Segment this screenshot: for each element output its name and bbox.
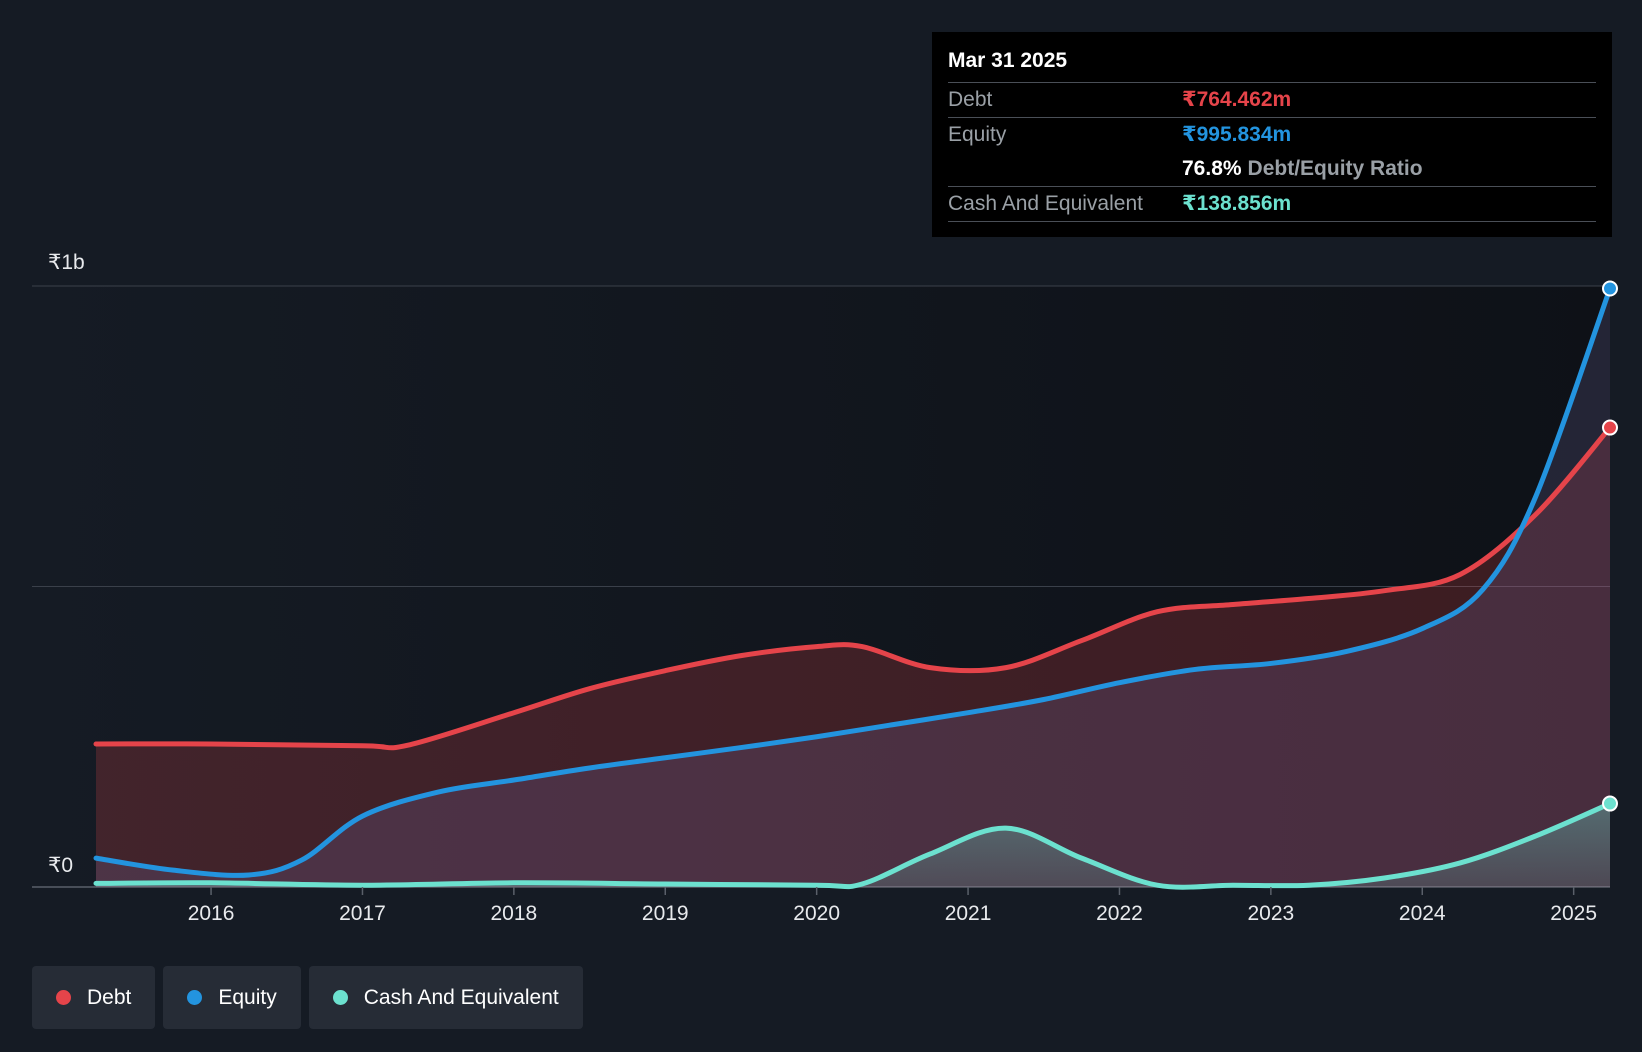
x-tick-label: 2017: [339, 902, 386, 925]
equity-line: [93, 286, 1613, 878]
legend-item-cash[interactable]: Cash And Equivalent: [308, 966, 583, 1029]
x-tick-label: 2021: [945, 902, 992, 925]
legend-item-equity[interactable]: Equity: [163, 966, 301, 1029]
legend: Debt Equity Cash And Equivalent: [32, 966, 583, 1029]
x-tick-label: 2022: [1096, 902, 1143, 925]
legend-cash-label: Cash And Equivalent: [363, 985, 559, 1009]
legend-equity-label: Equity: [218, 985, 277, 1009]
debt-dot-icon: [56, 990, 71, 1005]
x-tick-label: 2025: [1550, 902, 1597, 925]
tooltip-ratio-label: Debt/Equity Ratio: [1247, 157, 1423, 180]
tooltip-cash-value: ₹138.856m: [1182, 192, 1292, 215]
tooltip-date: Mar 31 2025: [948, 46, 1596, 83]
tooltip-equity-value: ₹995.834m: [1182, 123, 1292, 146]
y-tick-label-zero: ₹0: [48, 854, 73, 877]
equity-area: [96, 288, 1610, 887]
debt-line: [93, 425, 1613, 751]
x-tick-label: 2019: [642, 902, 689, 925]
legend-item-debt[interactable]: Debt: [32, 966, 156, 1029]
y-tick-label-max: ₹1b: [48, 251, 85, 274]
tooltip-ratio-value: 76.8%: [1182, 157, 1242, 180]
cash-line: [93, 801, 1613, 890]
cash-area: [96, 803, 1610, 888]
tooltip-equity-label: Equity: [948, 123, 1007, 146]
debt-end-point[interactable]: [1602, 419, 1618, 436]
cash-end-point[interactable]: [1602, 795, 1618, 812]
tooltip-debt-label: Debt: [948, 88, 993, 111]
x-tick-label: 2018: [491, 902, 538, 925]
debt-area: [96, 427, 1610, 887]
x-tick-label: 2016: [188, 902, 235, 925]
tooltip-debt-value: ₹764.462m: [1182, 88, 1292, 111]
x-tick-label: 2020: [793, 902, 840, 925]
equity-end-point[interactable]: [1602, 280, 1618, 297]
tooltip-debt-row: Debt ₹764.462m: [948, 83, 1596, 118]
tooltip-equity-row: Equity ₹995.834m: [948, 118, 1596, 152]
tooltip-cash-label: Cash And Equivalent: [948, 192, 1143, 215]
tooltip-cash-row: Cash And Equivalent ₹138.856m: [948, 187, 1596, 222]
tooltip-panel: Mar 31 2025 Debt ₹764.462m Equity ₹995.8…: [932, 32, 1612, 237]
tooltip-ratio-row: 76.8% Debt/Equity Ratio: [948, 152, 1596, 187]
x-tick-label: 2023: [1248, 902, 1295, 925]
equity-dot-icon: [187, 990, 203, 1005]
x-tick-label: 2024: [1399, 902, 1446, 925]
cash-dot-icon: [332, 990, 348, 1005]
legend-debt-label: Debt: [87, 985, 132, 1009]
